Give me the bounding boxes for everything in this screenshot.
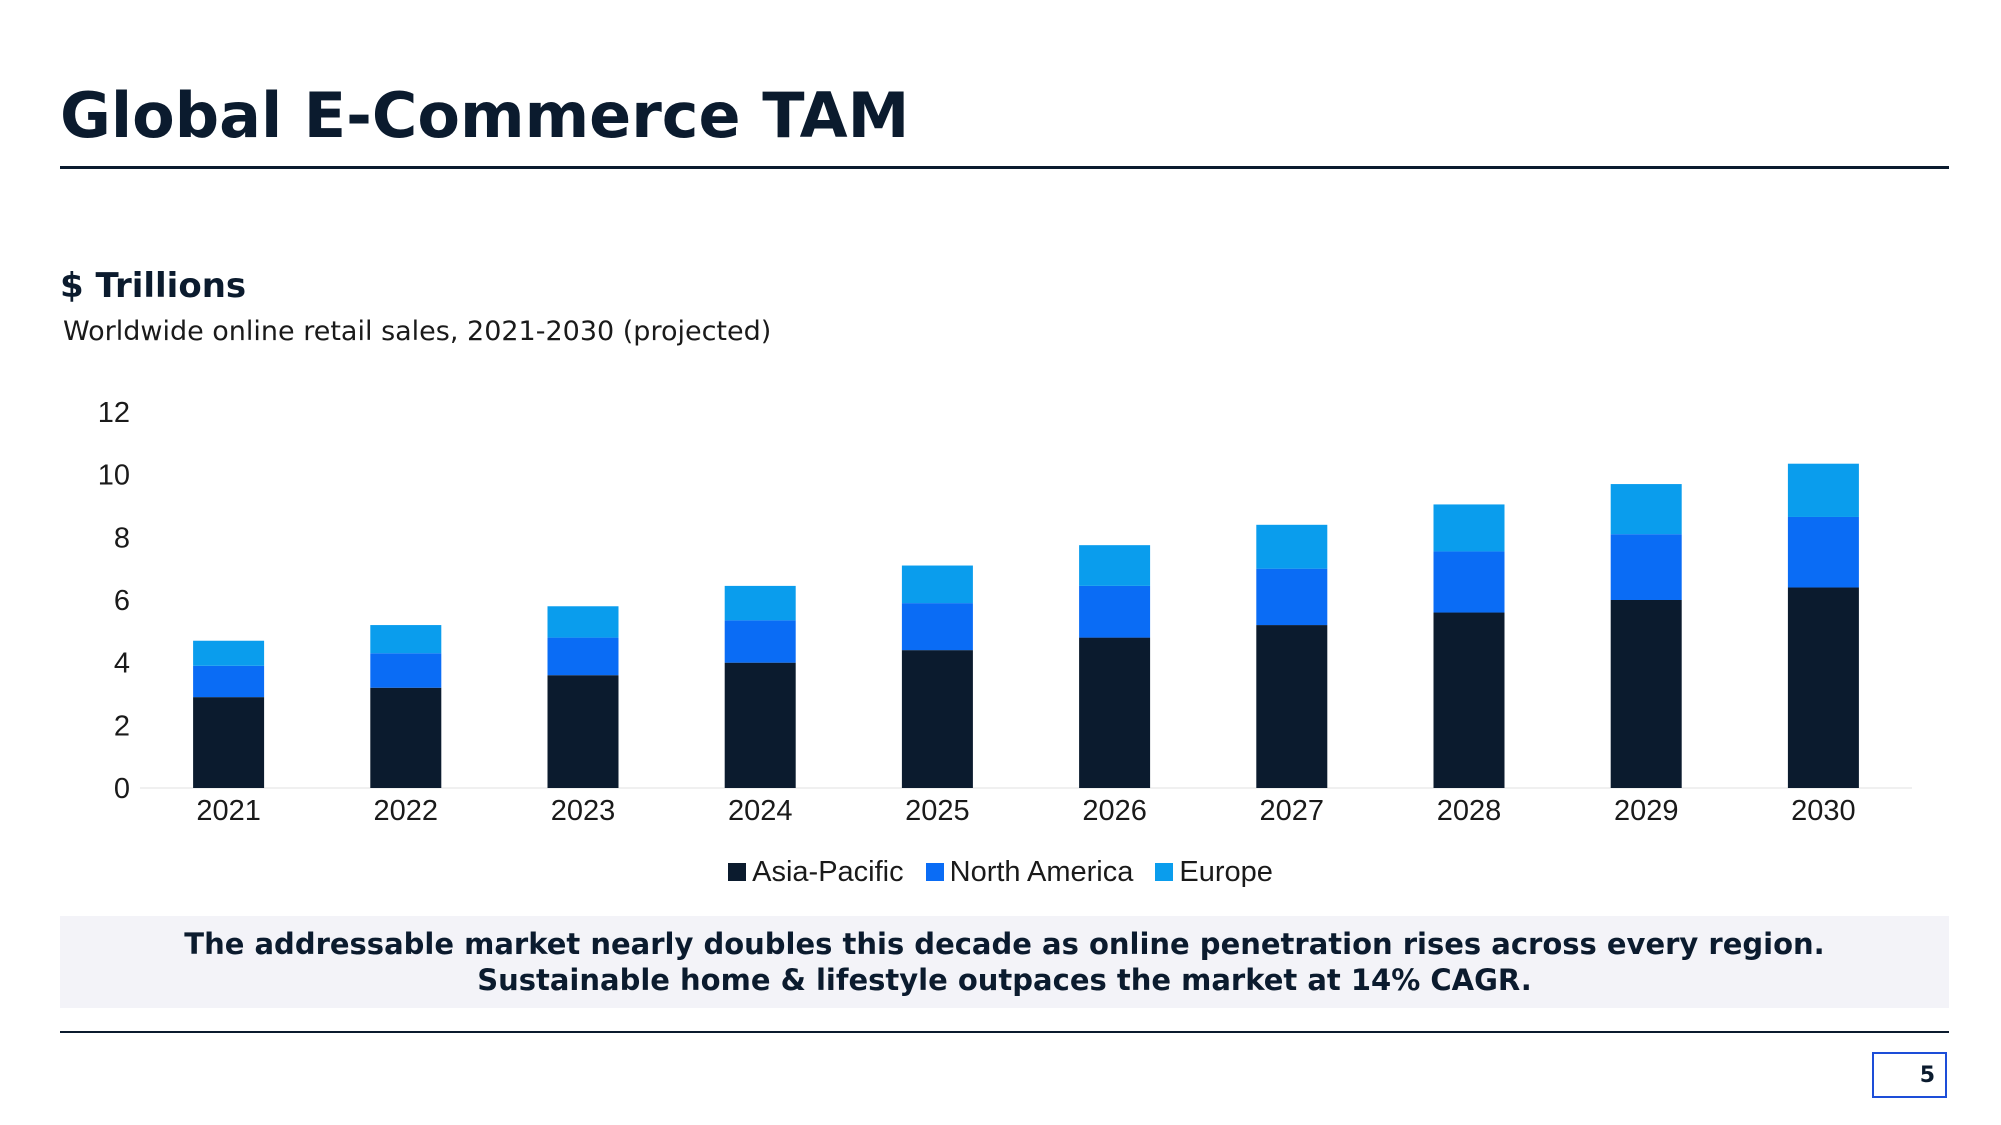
bar-asia-pacific-2029 [1610,600,1682,788]
bar-north-america-2024 [724,620,796,663]
bar-north-america-2023 [547,637,619,676]
x-tick-label: 2021 [196,795,261,827]
bar-north-america-2021 [193,665,265,698]
bar-asia-pacific-2030 [1787,587,1859,788]
bar-europe-2024 [724,585,796,621]
bar-asia-pacific-2027 [1256,625,1328,788]
bar-north-america-2028 [1433,551,1505,613]
unit-label: $ Trillions [60,266,247,306]
y-tick-label: 0 [114,773,130,805]
bar-europe-2025 [901,565,973,604]
chart-subtitle: Worldwide online retail sales, 2021-2030… [63,316,772,347]
bar-europe-2021 [193,640,265,666]
x-tick-label: 2024 [728,795,793,827]
bar-europe-2023 [547,606,619,638]
y-tick-label: 4 [114,648,130,680]
bar-north-america-2030 [1787,516,1859,588]
legend-item-asia-pacific: Asia-Pacific [728,856,904,889]
bar-north-america-2025 [901,603,973,651]
y-tick-label: 12 [98,397,130,429]
legend-label: Asia-Pacific [752,855,904,888]
y-tick-label: 6 [114,585,130,617]
legend-item-europe: Europe [1155,856,1273,889]
x-tick-label: 2030 [1791,795,1856,827]
y-tick-label: 8 [114,522,130,554]
x-tick-label: 2027 [1260,795,1325,827]
bar-europe-2026 [1079,545,1151,586]
bar-north-america-2026 [1079,585,1151,638]
x-tick-label: 2026 [1082,795,1147,827]
callout-line-2: Sustainable home & lifestyle outpaces th… [477,963,1532,997]
bar-asia-pacific-2028 [1433,612,1505,788]
bar-europe-2028 [1433,504,1505,552]
x-tick-label: 2023 [551,795,616,827]
bar-europe-2022 [370,625,442,654]
y-tick-label: 10 [98,460,130,492]
bar-europe-2030 [1787,463,1859,517]
bar-asia-pacific-2026 [1079,637,1151,788]
legend-item-north-america: North America [925,855,1134,889]
slide-title: Global E-Commerce TAM [60,79,910,152]
legend-label: North America [949,855,1134,888]
bar-asia-pacific-2025 [901,650,973,788]
bar-asia-pacific-2021 [193,697,265,788]
legend-label: Europe [1179,855,1273,888]
stacked-bar-chart: 0 2 4 6 8 10 12 2021 2022 2023 2024 2025 2026 2027 202… [98,397,1912,827]
x-tick-label: 2022 [374,795,439,827]
bar-europe-2029 [1610,484,1682,535]
bar-north-america-2027 [1256,568,1328,626]
bar-europe-2027 [1256,524,1328,569]
x-tick-label: 2025 [905,795,970,827]
x-tick-label: 2029 [1614,795,1679,827]
bar-asia-pacific-2022 [370,687,442,788]
legend-swatch [728,863,747,881]
chart-legend: Asia-Pacific North America Europe [0,852,2001,892]
x-tick-label: 2028 [1437,795,1502,827]
bar-asia-pacific-2024 [724,662,796,788]
takeaway-callout: The addressable market nearly doubles th… [60,916,1949,1008]
y-tick-label: 2 [114,710,130,742]
legend-swatch [925,863,944,881]
bar-north-america-2029 [1610,534,1682,600]
legend-swatch [1155,863,1174,881]
bar-asia-pacific-2023 [547,675,619,788]
callout-line-1: The addressable market nearly doubles th… [184,927,1825,961]
title-divider [60,166,1949,169]
bar-north-america-2022 [370,653,442,688]
footer-divider [60,1031,1949,1033]
page-number: 5 [1872,1052,1947,1098]
